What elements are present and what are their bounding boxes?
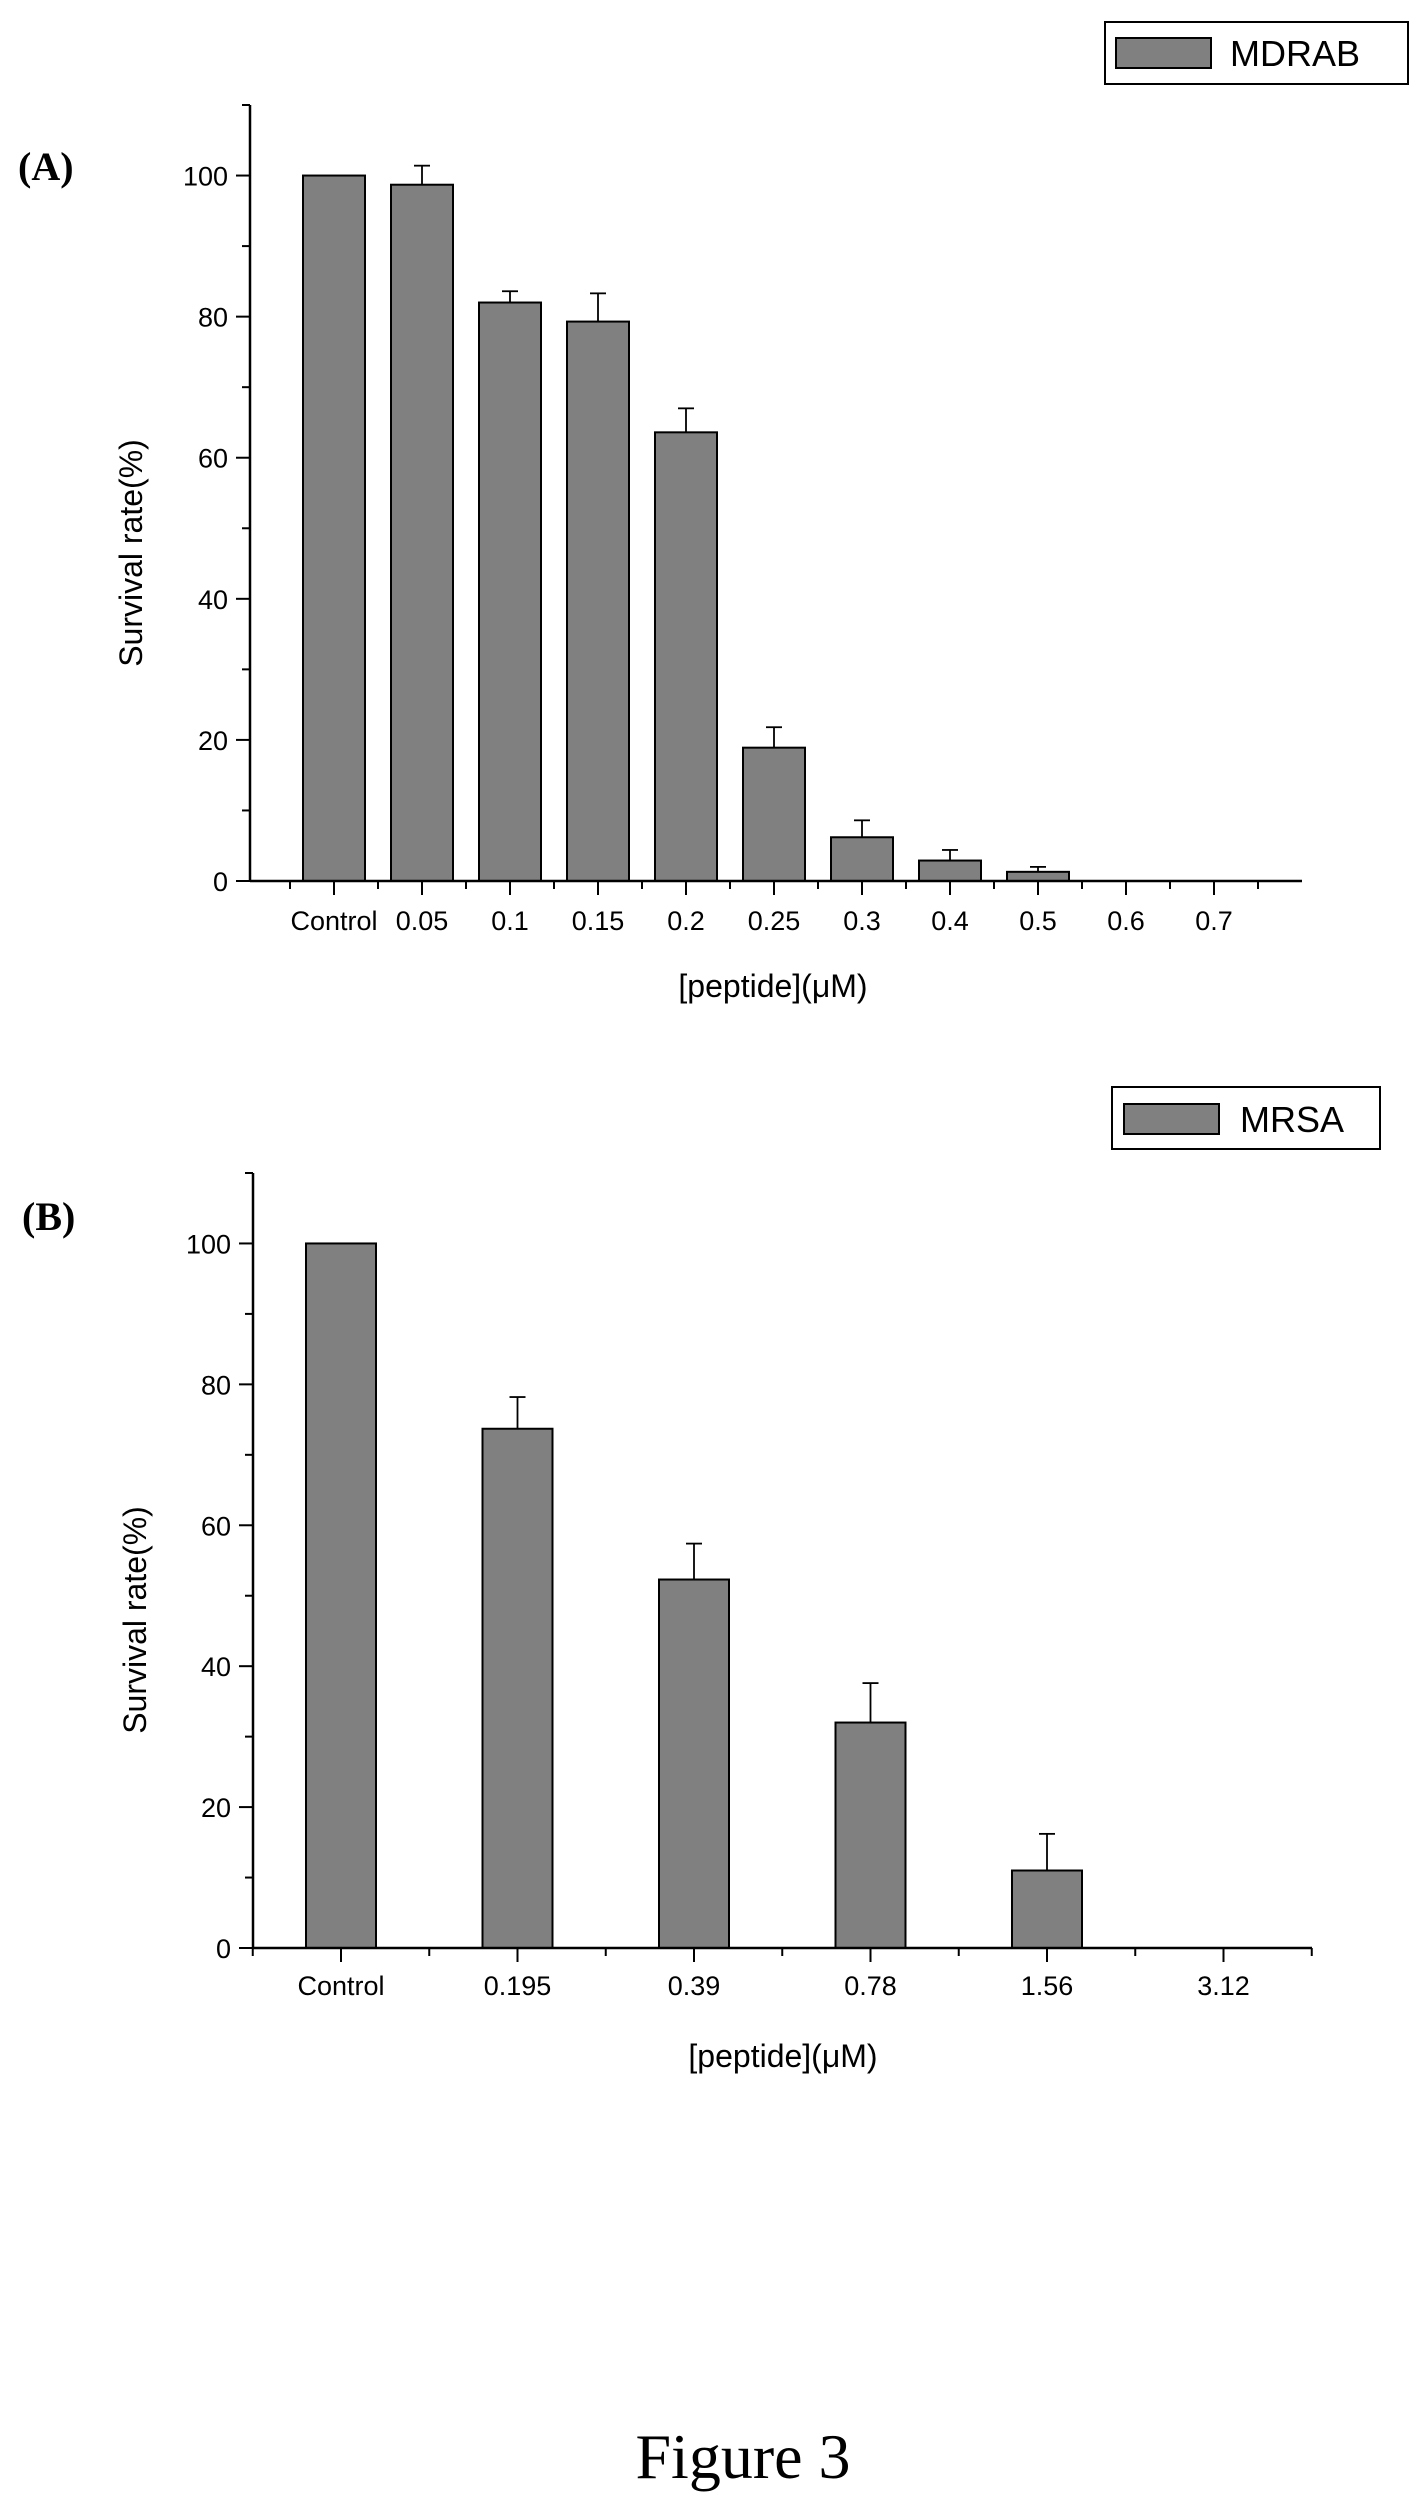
y-tick-label: 0 [213,867,228,897]
bar-0.195 [481,1427,554,1949]
x-tick-label: 0.15 [572,906,625,936]
x-tick-labels: Control 0.05 0.1 0.15 0.2 0.25 0.3 0.4 0.5 0.6 0.7 [290,906,1232,936]
bar-0.5 [1006,870,1070,883]
axes [236,104,1302,895]
y-tick-label: 100 [186,1229,231,1259]
x-tick-label: 0.05 [396,906,449,936]
chart-panel-b: (B) MRSA 0 20 40 60 80 100 Control 0.195 0.39 0.… [22,1086,1381,2074]
x-tick-label: 0.3 [843,906,881,936]
legend-label: MRSA [1240,1099,1344,1140]
bar-Control [302,174,366,882]
x-axis-title: [peptide](μM) [678,968,867,1004]
bar-0.05 [390,183,454,882]
x-tick-label: 3.12 [1197,1971,1250,2001]
legend: MRSA [1111,1086,1381,1150]
x-tick-labels: Control 0.195 0.39 0.78 1.56 3.12 [297,1971,1249,2001]
axes [239,1172,1313,1962]
x-tick-label: 0.78 [844,1971,897,2001]
y-tick-label: 40 [198,585,228,615]
x-tick-label: 0.25 [748,906,801,936]
bar-1.56 [1011,1869,1083,1949]
y-tick-labels: 0 20 40 60 80 100 [183,162,228,897]
x-tick-label: Control [290,906,377,936]
y-tick-label: 60 [201,1511,231,1541]
bars [305,1242,1083,1950]
bar-0.78 [834,1721,907,1949]
x-tick-label: 0.195 [484,1971,552,2001]
y-tick-label: 100 [183,162,228,192]
y-tick-label: 80 [201,1370,231,1400]
y-tick-label: 60 [198,444,228,474]
x-tick-label: 0.1 [491,906,529,936]
error-bars [509,1396,1055,1871]
y-tick-label: 20 [201,1793,231,1823]
y-tick-label: 80 [198,303,228,333]
x-tick-label: 0.2 [667,906,705,936]
y-tick-labels: 0 20 40 60 80 100 [186,1229,231,1964]
x-tick-label: 0.7 [1195,906,1233,936]
y-tick-label: 0 [216,1934,231,1964]
legend-swatch [1115,37,1212,69]
x-tick-label: 1.56 [1021,1971,1074,2001]
bar-0.39 [658,1578,730,1949]
bar-0.1 [478,301,542,882]
x-axis-title: [peptide](μM) [688,2038,877,2074]
legend: MDRAB [1104,21,1409,85]
x-tick-label: 0.5 [1019,906,1057,936]
bars [302,174,1070,883]
figure-caption: Figure 3 [635,2421,850,2492]
chart-panel-a: (A) MDRAB 0 20 40 60 80 100 Control 0.05 0.1 0.1… [18,21,1409,1004]
x-tick-label: 0.39 [668,1971,721,2001]
x-tick-label: Control [297,1971,384,2001]
error-bars [414,164,1046,872]
y-tick-label: 40 [201,1652,231,1682]
legend-label: MDRAB [1230,33,1360,74]
bar-Control [305,1242,377,1950]
bar-0.25 [742,746,806,882]
panel-label-b: (B) [22,1194,75,1239]
bar-0.2 [654,431,718,882]
bar-0.15 [566,320,630,883]
panel-label-a: (A) [18,144,74,189]
x-tick-label: 0.6 [1107,906,1145,936]
y-tick-label: 20 [198,726,228,756]
y-axis-title: Survival rate(%) [117,1506,153,1734]
bar-0.3 [830,836,894,883]
x-tick-label: 0.4 [931,906,969,936]
y-axis-title: Survival rate(%) [113,439,149,667]
legend-swatch [1123,1103,1220,1135]
bar-0.4 [918,859,982,882]
